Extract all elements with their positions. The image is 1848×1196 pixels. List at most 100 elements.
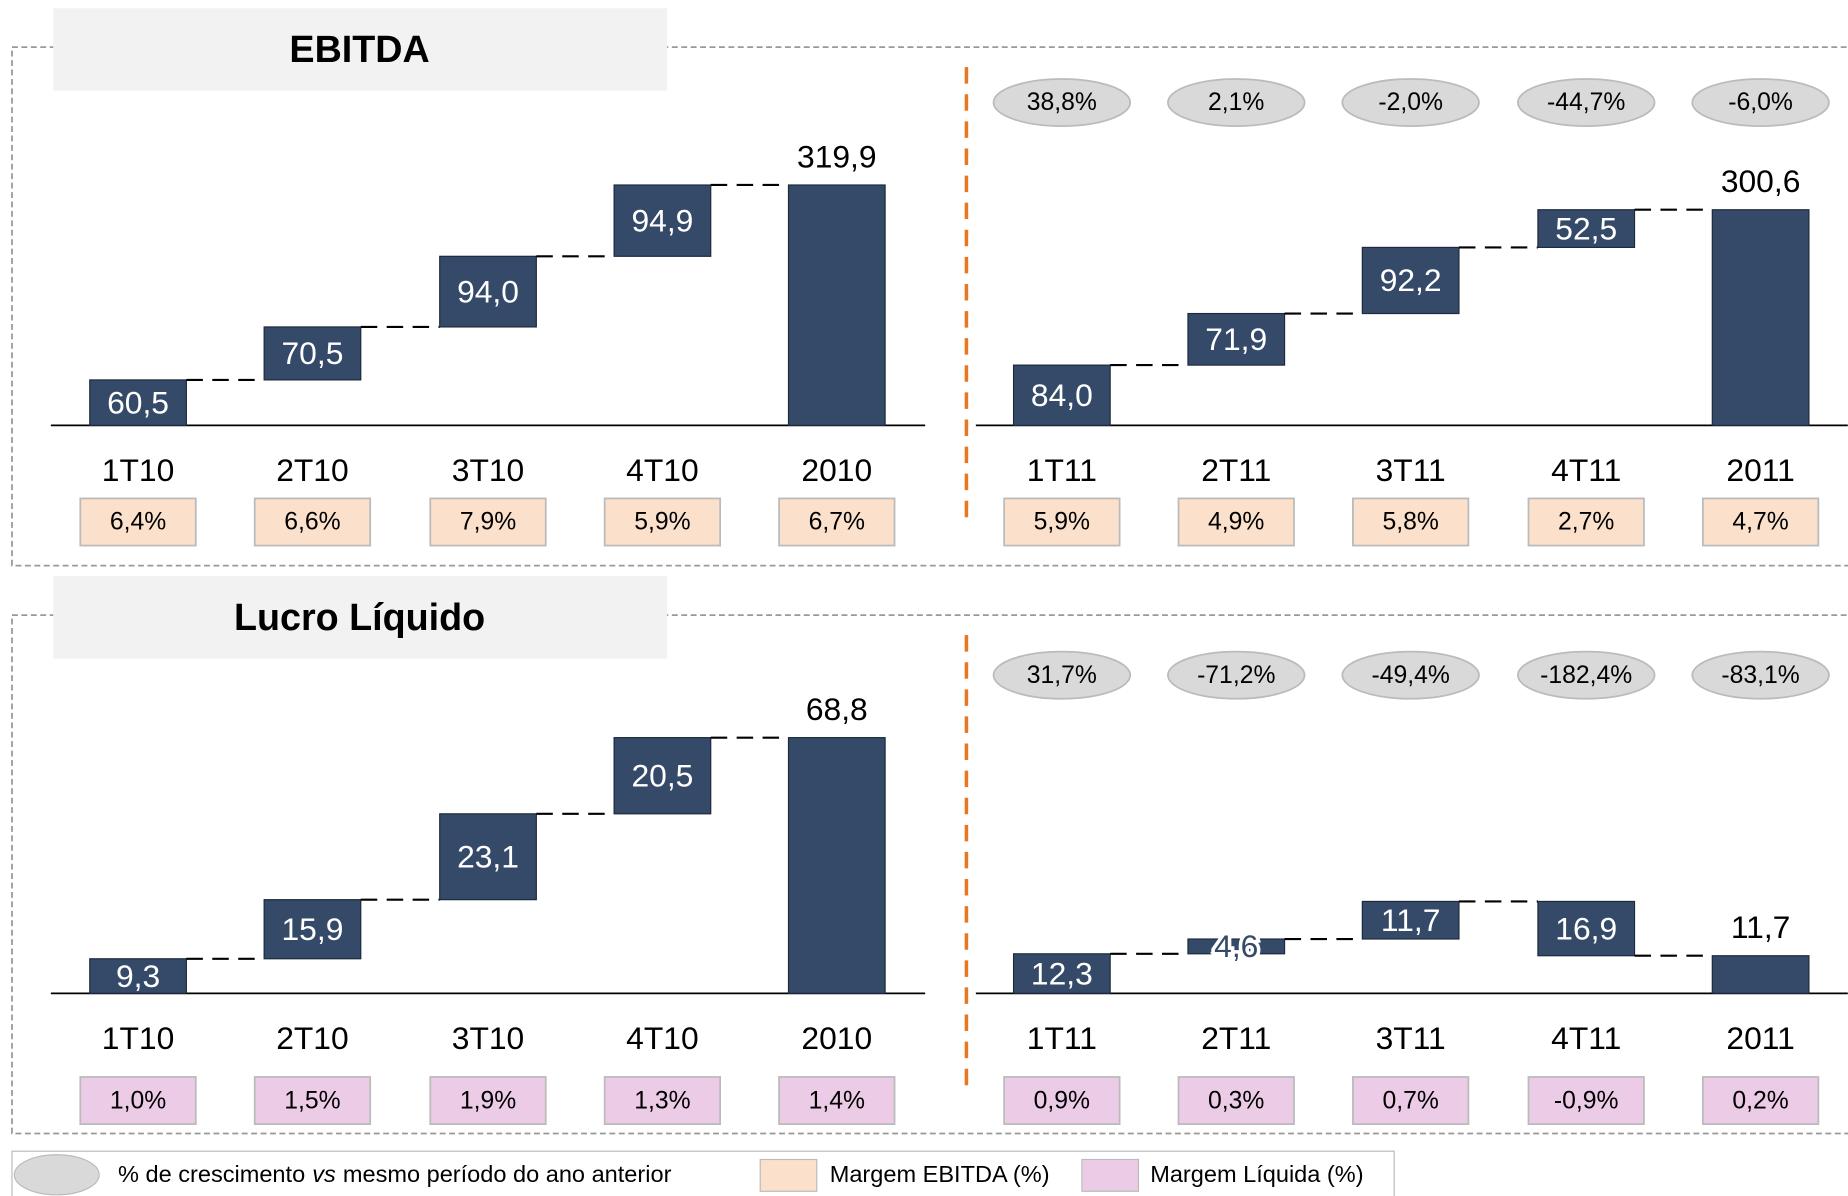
x-tick-label: 2T11 — [1201, 1020, 1271, 1056]
margin-box — [1003, 1076, 1121, 1126]
growth-bubble — [1516, 650, 1656, 700]
section-frame — [11, 614, 1848, 1135]
margin-box — [778, 497, 896, 547]
growth-bubble — [1516, 78, 1656, 127]
growth-label: -182,4% — [1540, 662, 1632, 689]
value-label: 12,3 — [1031, 955, 1093, 991]
x-tick-label: 1T11 — [1027, 1020, 1097, 1056]
total-bar — [787, 184, 886, 426]
margin-box — [429, 1076, 547, 1126]
growth-label: 2,1% — [1208, 89, 1264, 116]
x-tick-label: 3T10 — [452, 1020, 524, 1056]
legend-ebitda-label: Margem EBITDA (%) — [830, 1161, 1050, 1187]
margin-label: 1,0% — [110, 1087, 166, 1114]
margin-label: 0,9% — [1034, 1087, 1090, 1114]
bar — [439, 255, 537, 328]
legend-growth-label: % de crescimento vs mesmo período do ano a… — [118, 1161, 672, 1187]
bar — [439, 813, 537, 901]
x-tick-label: 4T11 — [1551, 452, 1621, 488]
value-label: 70,5 — [282, 335, 344, 371]
margin-label: 1,9% — [460, 1087, 516, 1114]
growth-bubble — [992, 650, 1132, 700]
value-label: 68,8 — [806, 691, 868, 727]
margin-label: 0,2% — [1732, 1087, 1788, 1114]
margin-box — [429, 497, 547, 547]
value-label: 15,9 — [282, 911, 344, 947]
growth-bubble — [1167, 78, 1306, 127]
margin-label: 0,7% — [1382, 1087, 1438, 1114]
section-frame — [11, 46, 1848, 567]
value-label: 84,0 — [1031, 377, 1093, 413]
margin-box — [1177, 1076, 1295, 1126]
legend-ebitda-swatch — [759, 1158, 818, 1192]
margin-box — [1527, 1076, 1645, 1126]
growth-label: -2,0% — [1378, 89, 1443, 116]
value-label: 20,5 — [631, 757, 693, 793]
margin-label: 6,7% — [809, 509, 865, 536]
legend-net-label: Margem Líquida (%) — [1150, 1161, 1363, 1187]
x-tick-label: 2T10 — [276, 452, 348, 488]
waterfall-chart: Lucro Líquido 9,3 1T10 1,0% 15,9 2T10 1,5% 23,1… — [11, 576, 1848, 1135]
margin-label: 1,4% — [809, 1087, 865, 1114]
bar — [1012, 953, 1111, 994]
value-label: 16,9 — [1555, 910, 1617, 946]
bar — [263, 326, 362, 381]
value-label: 92,2 — [1380, 262, 1442, 298]
value-label: 94,0 — [457, 273, 519, 309]
total-bar — [787, 737, 886, 994]
title-box — [53, 8, 668, 91]
margin-label: 1,3% — [634, 1087, 690, 1114]
bar — [89, 379, 187, 426]
margin-box — [1701, 1076, 1820, 1126]
x-tick-label: 3T11 — [1376, 1020, 1446, 1056]
growth-bubble — [1691, 650, 1830, 700]
x-tick-label: 1T10 — [102, 1020, 174, 1056]
margin-box — [603, 497, 722, 547]
growth-label: 38,8% — [1027, 89, 1097, 116]
legend-frame — [11, 1150, 1395, 1196]
x-tick-label: 2010 — [801, 1020, 872, 1056]
legend-growth-swatch — [13, 1154, 100, 1196]
value-label: 319,9 — [797, 138, 877, 174]
growth-label: -71,2% — [1197, 662, 1275, 689]
growth-bubble — [992, 78, 1132, 127]
value-label: 11,7 — [1381, 902, 1441, 938]
bar — [1361, 900, 1460, 940]
margin-label: 7,9% — [460, 509, 516, 536]
x-tick-label: 1T11 — [1027, 452, 1097, 488]
margin-label: 6,6% — [284, 509, 340, 536]
chart-title: EBITDA — [289, 28, 429, 70]
x-tick-label: 4T11 — [1551, 1020, 1621, 1056]
x-tick-label: 3T10 — [452, 452, 524, 488]
growth-bubble — [1167, 650, 1306, 700]
margin-box — [778, 1076, 896, 1126]
margin-box — [1177, 497, 1295, 547]
bar — [89, 958, 187, 994]
bar — [263, 899, 362, 960]
growth-bubble — [1341, 78, 1480, 127]
growth-label: 31,7% — [1027, 662, 1097, 689]
x-tick-label: 3T11 — [1376, 452, 1446, 488]
margin-box — [1701, 497, 1820, 547]
margin-label: 0,3% — [1208, 1087, 1264, 1114]
bar — [1187, 312, 1286, 366]
margin-label: 5,9% — [634, 509, 690, 536]
x-tick-label: 2T10 — [276, 1020, 348, 1056]
legend-text: vs — [312, 1161, 336, 1187]
chart-title: Lucro Líquido — [234, 596, 485, 638]
margin-box — [253, 1076, 372, 1126]
x-tick-label: 2T11 — [1201, 452, 1271, 488]
legend: % de crescimento vs mesmo período do ano a… — [11, 1150, 1395, 1196]
margin-label: 2,7% — [1558, 509, 1614, 536]
value-label: 52,5 — [1555, 210, 1617, 246]
margin-box — [603, 1076, 722, 1126]
margin-label: -0,9% — [1554, 1087, 1619, 1114]
bar — [1012, 364, 1111, 426]
value-label: 71,9 — [1205, 321, 1267, 357]
growth-label: -83,1% — [1721, 662, 1799, 689]
margin-box — [253, 497, 372, 547]
bar — [1187, 938, 1286, 955]
value-label: 23,1 — [457, 839, 519, 875]
